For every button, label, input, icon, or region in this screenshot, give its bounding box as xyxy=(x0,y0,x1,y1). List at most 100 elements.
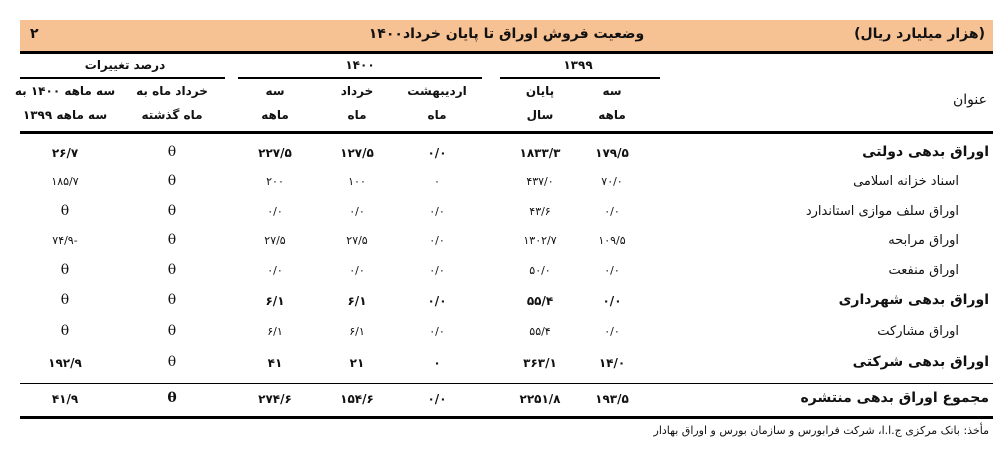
cell-value: ۷۰/۰ xyxy=(601,175,623,188)
title-bar: ۲ وضعیت فروش اوراق تا پایان خرداد۱۴۰۰ (ه… xyxy=(20,20,993,51)
cell-value: θ xyxy=(167,323,177,339)
cell-value: ۰/۰ xyxy=(427,392,447,406)
cell-value: ۲۱ xyxy=(349,356,365,370)
cell-value: ۱۸۳۳/۳ xyxy=(519,146,561,160)
cell-value: ۱۰۹/۵ xyxy=(598,234,626,247)
cell-value: ۰/۰ xyxy=(349,264,365,277)
cell-value: ۵۰/۰ xyxy=(529,264,551,277)
cell-value: ۶/۱ xyxy=(349,325,365,338)
table-title: وضعیت فروش اوراق تا پایان خرداد۱۴۰۰ xyxy=(368,26,645,42)
cell-value: ۵۵/۴ xyxy=(526,294,554,308)
group-1399: ۱۳۹۹ xyxy=(563,58,593,72)
divider xyxy=(500,77,660,79)
cell-value: θ xyxy=(167,390,177,406)
cell-value: ۰/۰ xyxy=(429,325,445,338)
column-header-c7: سه ماهه ۱۳۹۹ xyxy=(22,108,108,122)
cell-value: θ xyxy=(60,323,70,339)
column-header-c2: پایان xyxy=(525,84,555,98)
row-label: اوراق بدهی شرکتی xyxy=(852,354,989,370)
cell-value: θ xyxy=(167,262,177,278)
cell-value: ۱۹۳/۵ xyxy=(595,392,629,406)
column-header-c5: ماهه xyxy=(261,108,289,122)
cell-value: ۰/۰ xyxy=(427,294,447,308)
cell-value: -۷۴/۹ xyxy=(52,234,78,247)
row-label: اوراق سلف موازی استاندارد xyxy=(805,204,959,219)
column-header-c4: خرداد xyxy=(340,84,374,98)
cell-value: ۶/۱ xyxy=(267,325,283,338)
cell-value: ۴۱ xyxy=(267,356,283,370)
cell-value: ۰/۰ xyxy=(604,264,620,277)
column-header-c1: سه xyxy=(602,84,622,98)
cell-value: ۱۵۴/۶ xyxy=(340,392,374,406)
column-header-c1: ماهه xyxy=(598,108,626,122)
row-label: اوراق بدهی دولتی xyxy=(862,144,989,160)
cell-value: ۰/۰ xyxy=(267,205,283,218)
cell-value: θ xyxy=(167,354,177,370)
cell-value: ۲۶/۷ xyxy=(51,146,79,160)
divider xyxy=(20,77,225,79)
cell-value: ۲۰۰ xyxy=(266,175,284,188)
cell-value: ۲۷/۵ xyxy=(264,234,286,247)
cell-value: θ xyxy=(60,262,70,278)
row-label: اوراق مشارکت xyxy=(877,324,959,339)
cell-value: ۱۷۹/۵ xyxy=(595,146,629,160)
cell-value: ۲۲۷/۵ xyxy=(258,146,292,160)
source-note: مأخذ: بانک مرکزی ج.ا.ا، شرکت فرابورس و س… xyxy=(653,424,989,437)
cell-value: ۱۸۵/۷ xyxy=(51,175,79,188)
column-header-c3: ماه xyxy=(427,108,447,122)
cell-value: ۰ xyxy=(434,175,440,188)
column-header-c3: اردیبهشت xyxy=(407,84,467,98)
cell-value: ۴۳۷/۰ xyxy=(526,175,554,188)
row-label: اوراق مرابحه xyxy=(888,233,959,248)
cell-value: ۰ xyxy=(433,356,441,370)
column-title: عنوان xyxy=(953,92,987,108)
cell-value: ۴۱/۹ xyxy=(51,392,79,406)
column-header-c5: سه xyxy=(265,84,285,98)
cell-value: ۲۷/۵ xyxy=(346,234,368,247)
unit-label: (هزار میلیارد ریال) xyxy=(854,26,985,42)
cell-value: ۶/۱ xyxy=(347,294,367,308)
cell-value: ۰/۰ xyxy=(349,205,365,218)
cell-value: ۱۲۷/۵ xyxy=(340,146,374,160)
group-1400: ۱۴۰۰ xyxy=(345,58,375,72)
cell-value: ۰/۰ xyxy=(429,234,445,247)
divider xyxy=(20,51,993,54)
row-label: مجموع اوراق بدهی منتشره xyxy=(800,390,989,406)
divider xyxy=(20,131,993,134)
cell-value: ۱۰۰ xyxy=(348,175,366,188)
cell-value: ۴۳/۶ xyxy=(529,205,551,218)
cell-value: θ xyxy=(60,203,70,219)
column-header-c6: ماه گذشته xyxy=(141,108,203,122)
cell-value: θ xyxy=(60,292,70,308)
column-header-c2: سال xyxy=(526,108,554,122)
cell-value: θ xyxy=(167,173,177,189)
cell-value: ۰/۰ xyxy=(267,264,283,277)
row-label: اسناد خزانه اسلامی xyxy=(853,174,959,189)
cell-value: ۱۴/۰ xyxy=(598,356,626,370)
cell-value: ۱۳۰۲/۷ xyxy=(523,234,557,247)
cell-value: ۰/۰ xyxy=(429,264,445,277)
cell-value: θ xyxy=(167,144,177,160)
group-pct: درصد تغییرات xyxy=(84,58,166,72)
cell-value: ۲۲۵۱/۸ xyxy=(519,392,561,406)
cell-value: ۶/۱ xyxy=(265,294,285,308)
cell-value: θ xyxy=(167,232,177,248)
cell-value: θ xyxy=(167,292,177,308)
row-label: اوراق بدهی شهرداری xyxy=(838,292,989,308)
row-label: اوراق منفعت xyxy=(888,263,960,278)
cell-value: θ xyxy=(167,203,177,219)
column-header-c6: خرداد ماه به xyxy=(136,84,208,98)
cell-value: ۲۷۴/۶ xyxy=(258,392,292,406)
table-number: ۲ xyxy=(30,26,39,42)
divider xyxy=(20,383,993,384)
divider xyxy=(20,416,993,419)
divider xyxy=(238,77,482,79)
cell-value: ۰/۰ xyxy=(602,294,622,308)
column-header-c7: سه ماهه ۱۴۰۰ به xyxy=(14,84,116,98)
cell-value: ۰/۰ xyxy=(604,325,620,338)
cell-value: ۱۹۲/۹ xyxy=(48,356,82,370)
cell-value: ۵۵/۴ xyxy=(529,325,551,338)
cell-value: ۰/۰ xyxy=(429,205,445,218)
cell-value: ۳۶۳/۱ xyxy=(523,356,557,370)
